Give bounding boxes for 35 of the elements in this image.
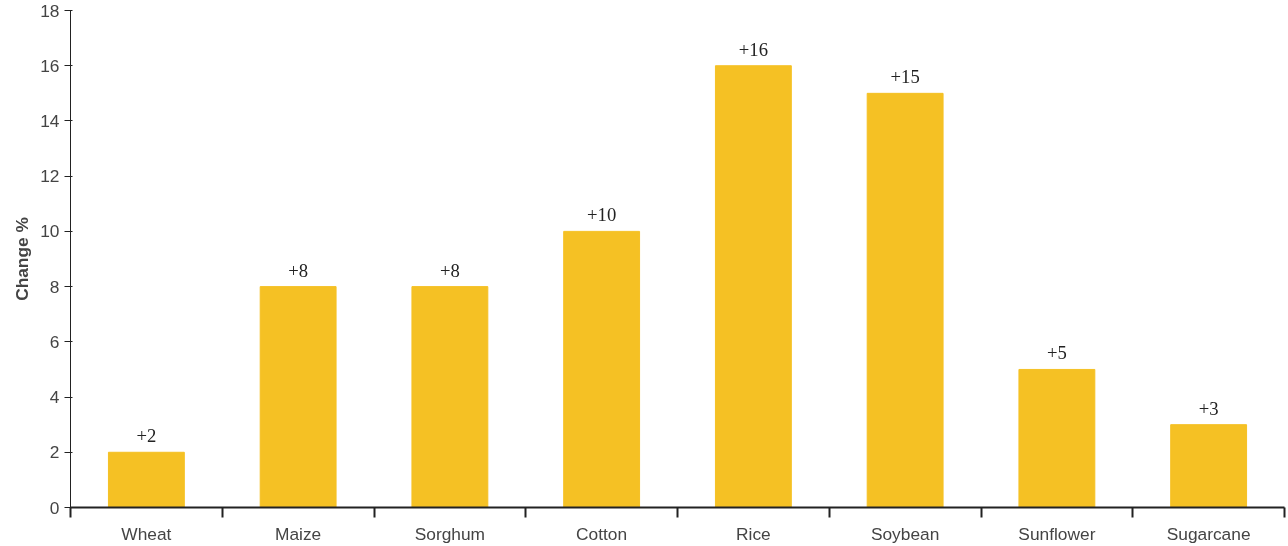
data-label: +2 (136, 425, 157, 447)
bar (1018, 368, 1096, 508)
y-tick-label: 12 (40, 166, 60, 187)
bar (411, 286, 489, 508)
y-tick-label: 16 (40, 55, 60, 76)
x-tick-label: Sorghum (414, 523, 486, 544)
data-label: +8 (439, 259, 460, 281)
y-tick-label: 4 (49, 387, 60, 408)
x-tick-label: Wheat (121, 523, 172, 544)
bar (714, 65, 792, 508)
bar (107, 451, 185, 508)
y-tick-label: 2 (49, 442, 60, 463)
data-label: +3 (1198, 397, 1219, 419)
data-label: +5 (1046, 342, 1067, 364)
bar (1170, 424, 1248, 508)
y-axis-title: Change % (12, 217, 33, 301)
x-tick-label: Maize (275, 523, 322, 544)
bar (259, 286, 337, 508)
y-tick-label: 6 (49, 331, 60, 352)
y-tick-label: 18 (40, 0, 60, 21)
data-label: +8 (288, 259, 309, 281)
y-tick-label: 10 (40, 221, 60, 242)
y-tick-label: 0 (49, 497, 60, 518)
y-tick-label: 8 (49, 276, 60, 297)
x-tick-label: Cotton (576, 523, 628, 544)
y-tick-label: 14 (40, 110, 60, 131)
x-tick-label: Sunflower (1018, 523, 1096, 544)
bar (563, 230, 641, 508)
x-tick-label: Sugarcane (1166, 523, 1251, 544)
x-tick-label: Soybean (870, 523, 940, 544)
data-label: +15 (890, 66, 920, 88)
data-label: +16 (738, 38, 768, 60)
bar (866, 92, 944, 508)
data-label: +10 (587, 204, 617, 226)
x-tick-label: Rice (736, 523, 771, 544)
